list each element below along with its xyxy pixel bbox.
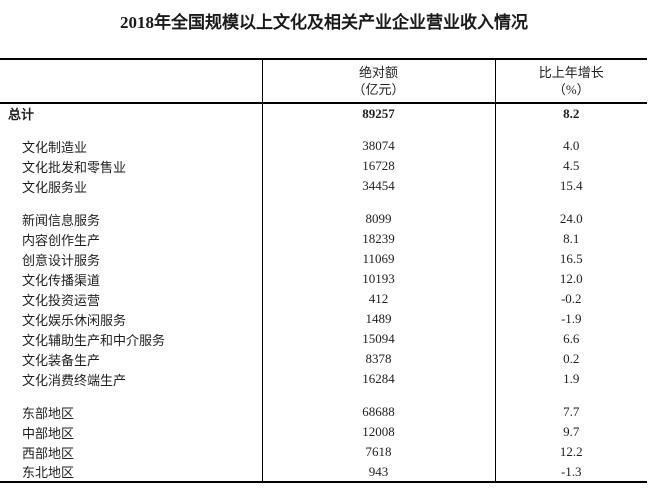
- table-row: 文化装备生产 8378 0.2: [0, 349, 647, 369]
- row-value: 7618: [261, 442, 495, 462]
- row-label: 文化制造业: [22, 139, 88, 155]
- row-label: 西部地区: [22, 445, 75, 461]
- header-amount-line2: （亿元）: [352, 82, 405, 97]
- row-value: 18239: [261, 229, 495, 249]
- row-growth: -1.9: [494, 309, 647, 329]
- row-label: 文化娱乐休闲服务: [22, 312, 127, 328]
- row-label: 中部地区: [22, 425, 75, 441]
- page-title: 2018年全国规模以上文化及相关产业企业营业收入情况: [120, 13, 528, 32]
- row-value: 8378: [261, 349, 495, 369]
- table-row: 东部地区 68688 7.7: [0, 402, 647, 422]
- row-growth: 6.6: [494, 329, 647, 349]
- table-row: 中部地区 12008 9.7: [0, 422, 647, 442]
- row-label: 文化辅助生产和中介服务: [22, 332, 166, 348]
- table-row: 内容创作生产 18239 8.1: [0, 229, 647, 249]
- row-growth: 24.0: [494, 209, 647, 229]
- row-growth: 16.5: [494, 249, 647, 269]
- header-growth-line1: 比上年增长: [538, 65, 604, 80]
- row-label: 文化消费终端生产: [22, 372, 127, 388]
- row-value: 12008: [261, 422, 495, 442]
- row-label: 创意设计服务: [22, 252, 101, 268]
- row-growth: 8.2: [494, 103, 647, 123]
- table-row: 东北地区 943 -1.3: [0, 462, 647, 482]
- row-value: 1489: [261, 309, 495, 329]
- table-row: 文化娱乐休闲服务 1489 -1.9: [0, 309, 647, 329]
- row-value: 412: [261, 289, 495, 309]
- row-value: 16284: [261, 369, 495, 389]
- row-growth: 7.7: [494, 402, 647, 422]
- table-row-total: 总计 89257 8.2: [0, 103, 647, 123]
- row-growth: 9.7: [494, 422, 647, 442]
- row-label: 文化装备生产: [22, 352, 101, 368]
- table-row: 文化投资运营 412 -0.2: [0, 289, 647, 309]
- row-value: 11069: [261, 249, 495, 269]
- row-growth: 15.4: [494, 176, 647, 196]
- row-growth: 8.1: [494, 229, 647, 249]
- row-label: 新闻信息服务: [22, 212, 101, 228]
- row-label: 内容创作生产: [22, 232, 101, 248]
- row-value: 10193: [261, 269, 495, 289]
- row-value: 943: [261, 462, 495, 482]
- table-row: 文化辅助生产和中介服务 15094 6.6: [0, 329, 647, 349]
- row-value: 16728: [261, 156, 495, 176]
- row-label: 文化投资运营: [22, 292, 101, 308]
- header-amount-line1: 绝对额: [358, 65, 398, 80]
- table-row: 西部地区 7618 12.2: [0, 442, 647, 462]
- header-growth-line2: （%）: [552, 82, 590, 97]
- row-growth: -0.2: [494, 289, 647, 309]
- row-value: 34454: [261, 176, 495, 196]
- header-growth: 比上年增长 （%）: [494, 59, 647, 104]
- row-label: 文化批发和零售业: [22, 159, 127, 175]
- header-indicator: [0, 59, 262, 104]
- row-growth: 4.0: [494, 136, 647, 156]
- row-value: 68688: [261, 402, 495, 422]
- row-value: 8099: [261, 209, 495, 229]
- row-label: 文化传播渠道: [22, 272, 101, 288]
- table-row: 创意设计服务 11069 16.5: [0, 249, 647, 269]
- row-growth: 0.2: [494, 349, 647, 369]
- row-value: 15094: [261, 329, 495, 349]
- row-value: 38074: [261, 136, 495, 156]
- row-growth: 12.0: [494, 269, 647, 289]
- row-growth: 1.9: [494, 369, 647, 389]
- row-label: 东部地区: [22, 405, 75, 421]
- table-header-row: 绝对额 （亿元） 比上年增长 （%）: [0, 59, 647, 104]
- table-row: 文化批发和零售业 16728 4.5: [0, 156, 647, 176]
- row-value: 89257: [261, 103, 495, 123]
- row-label: 总计: [8, 107, 35, 122]
- revenue-table: 绝对额 （亿元） 比上年增长 （%） 总计 89257 8.2 文化制造业 38…: [0, 58, 647, 483]
- table-row: 文化传播渠道 10193 12.0: [0, 269, 647, 289]
- row-growth: 12.2: [494, 442, 647, 462]
- spacer-row: [0, 123, 647, 136]
- header-amount: 绝对额 （亿元）: [261, 59, 495, 104]
- table-row: 文化消费终端生产 16284 1.9: [0, 369, 647, 389]
- row-label: 东北地区: [22, 465, 75, 480]
- table-row: 文化制造业 38074 4.0: [0, 136, 647, 156]
- row-growth: 4.5: [494, 156, 647, 176]
- row-label: 文化服务业: [22, 179, 88, 195]
- spacer-row: [0, 389, 647, 402]
- spacer-row: [0, 196, 647, 209]
- row-growth: -1.3: [494, 462, 647, 482]
- table-row: 新闻信息服务 8099 24.0: [0, 209, 647, 229]
- table-row: 文化服务业 34454 15.4: [0, 176, 647, 196]
